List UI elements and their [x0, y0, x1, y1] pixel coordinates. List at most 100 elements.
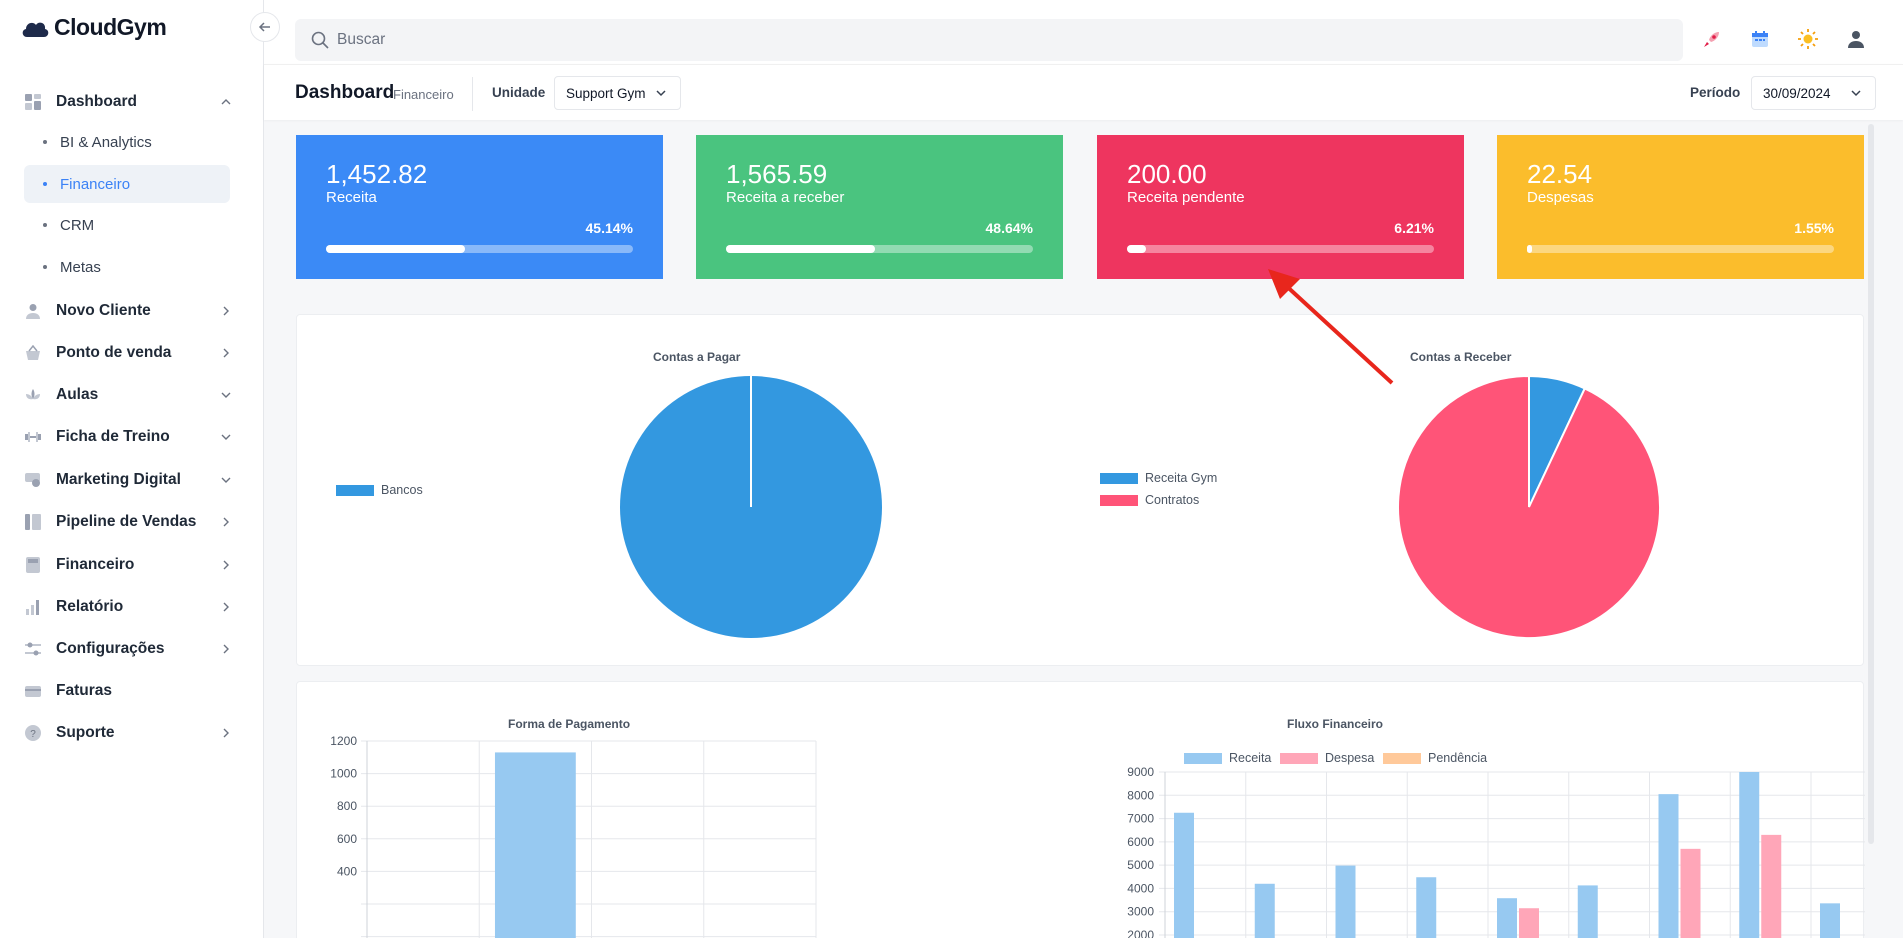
- bullet: [43, 140, 47, 144]
- sidebar-item-configuracoes[interactable]: Configurações: [24, 632, 234, 666]
- sidebar-item-label: Dashboard: [56, 93, 137, 110]
- stat-label: Despesas: [1527, 189, 1594, 206]
- y-tick-label: 5000: [1127, 858, 1154, 872]
- legend-swatch-despesa: [1280, 753, 1318, 764]
- chevron-right-icon: [223, 560, 229, 570]
- bar-receita: [1254, 883, 1275, 938]
- dumbbell-icon: [24, 428, 42, 446]
- unit-select-value: Support Gym: [566, 85, 646, 101]
- pie-chart-contas-a-receber: [1397, 375, 1661, 639]
- arrow-left-icon: [258, 22, 270, 32]
- legend-label-pendencia: Pendência: [1428, 751, 1488, 765]
- sidebar-item-pipeline-de-vendas[interactable]: Pipeline de Vendas: [24, 505, 234, 539]
- chart-title-contas-a-receber: Contas a Receber: [1410, 350, 1512, 364]
- y-tick-label: 8000: [1127, 788, 1154, 802]
- card-icon: [24, 682, 42, 700]
- chevron-down-icon: [221, 434, 231, 440]
- progress-fill: [1127, 245, 1147, 253]
- sun-icon[interactable]: [1797, 28, 1819, 50]
- stat-label: Receita pendente: [1127, 189, 1245, 206]
- search-input[interactable]: [337, 31, 1537, 49]
- stat-card-despesas: 22.54 Despesas 1.55%: [1497, 135, 1864, 279]
- sidebar-item-faturas[interactable]: Faturas: [24, 674, 234, 708]
- accounts-pie-panel: Contas a Pagar Bancos Contas a Receber R…: [296, 314, 1864, 666]
- chevron-down-icon: [221, 477, 231, 483]
- search-bar[interactable]: [295, 19, 1683, 61]
- sidebar-item-label: Configurações: [56, 640, 165, 657]
- kanban-icon: [24, 513, 42, 531]
- legend-swatch-receita: [1184, 753, 1222, 764]
- bar-receita: [1335, 865, 1356, 938]
- user-avatar-icon[interactable]: [1845, 28, 1867, 50]
- sidebar-item-financeiro[interactable]: Financeiro: [24, 548, 234, 582]
- chevron-right-icon: [223, 644, 229, 654]
- chevron-right-icon: [223, 348, 229, 358]
- sidebar-item-label: Faturas: [56, 682, 112, 699]
- basket-icon: [24, 344, 42, 362]
- y-tick-label: 6000: [1127, 835, 1154, 849]
- sidebar-item-ficha-de-treino[interactable]: Ficha de Treino: [24, 420, 234, 454]
- chart-icon: [24, 598, 42, 616]
- legend-label-bancos: Bancos: [381, 483, 423, 497]
- bullet: [43, 265, 47, 269]
- legend-label-receita: Receita: [1229, 751, 1272, 765]
- stat-percent: 1.55%: [1794, 220, 1834, 236]
- sidebar-item-aulas[interactable]: Aulas: [24, 378, 234, 412]
- calculator-icon: [24, 556, 42, 574]
- bar-receita: [1739, 772, 1760, 938]
- chart-title-contas-a-pagar: Contas a Pagar: [653, 350, 741, 364]
- sidebar-item-novo-cliente[interactable]: Novo Cliente: [24, 294, 234, 328]
- sidebar-item-label: Ficha de Treino: [56, 428, 170, 445]
- chevron-right-icon: [223, 517, 229, 527]
- period-select[interactable]: 30/09/2024: [1751, 76, 1876, 110]
- sidebar-subitem-bi-analytics[interactable]: BI & Analytics: [24, 123, 230, 161]
- y-tick-label: 600: [337, 832, 357, 846]
- sidebar-item-relatorio[interactable]: Relatório: [24, 590, 234, 624]
- legend-swatch-receita-gym: [1100, 473, 1138, 484]
- sidebar-item-ponto-de-venda[interactable]: Ponto de venda: [24, 336, 234, 370]
- sidebar-item-dashboard[interactable]: Dashboard: [24, 85, 234, 119]
- unit-select[interactable]: Support Gym: [554, 76, 681, 110]
- collapse-sidebar-button[interactable]: [250, 12, 280, 42]
- sidebar-subitem-financeiro[interactable]: Financeiro: [24, 165, 230, 203]
- page-title: Dashboard: [295, 82, 395, 103]
- calendar-icon[interactable]: [1749, 28, 1771, 50]
- y-tick-label: 9000: [1127, 765, 1154, 779]
- logo[interactable]: CloudGym: [20, 14, 167, 41]
- payments-bar-panel: Forma de Pagamento 1200 1000 800 600 400 Flu…: [296, 681, 1865, 938]
- sidebar-subitem-metas[interactable]: Metas: [24, 248, 230, 286]
- sidebar-item-marketing-digital[interactable]: Marketing Digital: [24, 463, 234, 497]
- stat-percent: 6.21%: [1394, 220, 1434, 236]
- rocket-icon[interactable]: [1701, 28, 1723, 50]
- chevron-down-icon: [656, 90, 666, 97]
- sidebar-subitem-label: CRM: [60, 216, 95, 234]
- y-tick-label: 3000: [1127, 905, 1154, 919]
- svg-text:?: ?: [30, 729, 36, 740]
- sidebar-subitem-crm[interactable]: CRM: [24, 206, 230, 244]
- progress-fill: [1527, 245, 1532, 253]
- legend-swatch-pendencia: [1383, 753, 1421, 764]
- sidebar-item-suporte[interactable]: ? Suporte: [24, 716, 234, 750]
- progress-track: [1127, 245, 1434, 253]
- chevron-down-icon: [1851, 90, 1861, 97]
- stat-card-receita-a-receber: 1,565.59 Receita a receber 48.64%: [696, 135, 1063, 279]
- chevron-right-icon: [223, 602, 229, 612]
- chevron-up-icon: [221, 99, 231, 105]
- stat-percent: 48.64%: [985, 220, 1033, 236]
- period-label: Período: [1690, 85, 1741, 100]
- y-tick-label: 1200: [330, 734, 357, 748]
- bar-receita: [1820, 903, 1840, 938]
- user-icon: [24, 302, 42, 320]
- legend-label-receita-gym: Receita Gym: [1145, 471, 1218, 485]
- page-scrollbar[interactable]: [1868, 124, 1874, 844]
- bar-despesa: [1519, 908, 1539, 938]
- bar-receita: [1497, 898, 1517, 938]
- help-icon: ?: [24, 724, 42, 742]
- search-icon: [311, 31, 329, 49]
- sidebar-item-label: Pipeline de Vendas: [56, 513, 197, 530]
- stat-value: 1,452.82: [326, 159, 428, 189]
- page-subtitle: Financeiro: [393, 87, 454, 102]
- sidebar-subitem-label: Metas: [60, 258, 101, 276]
- progress-fill: [326, 245, 465, 253]
- bullet: [43, 182, 47, 186]
